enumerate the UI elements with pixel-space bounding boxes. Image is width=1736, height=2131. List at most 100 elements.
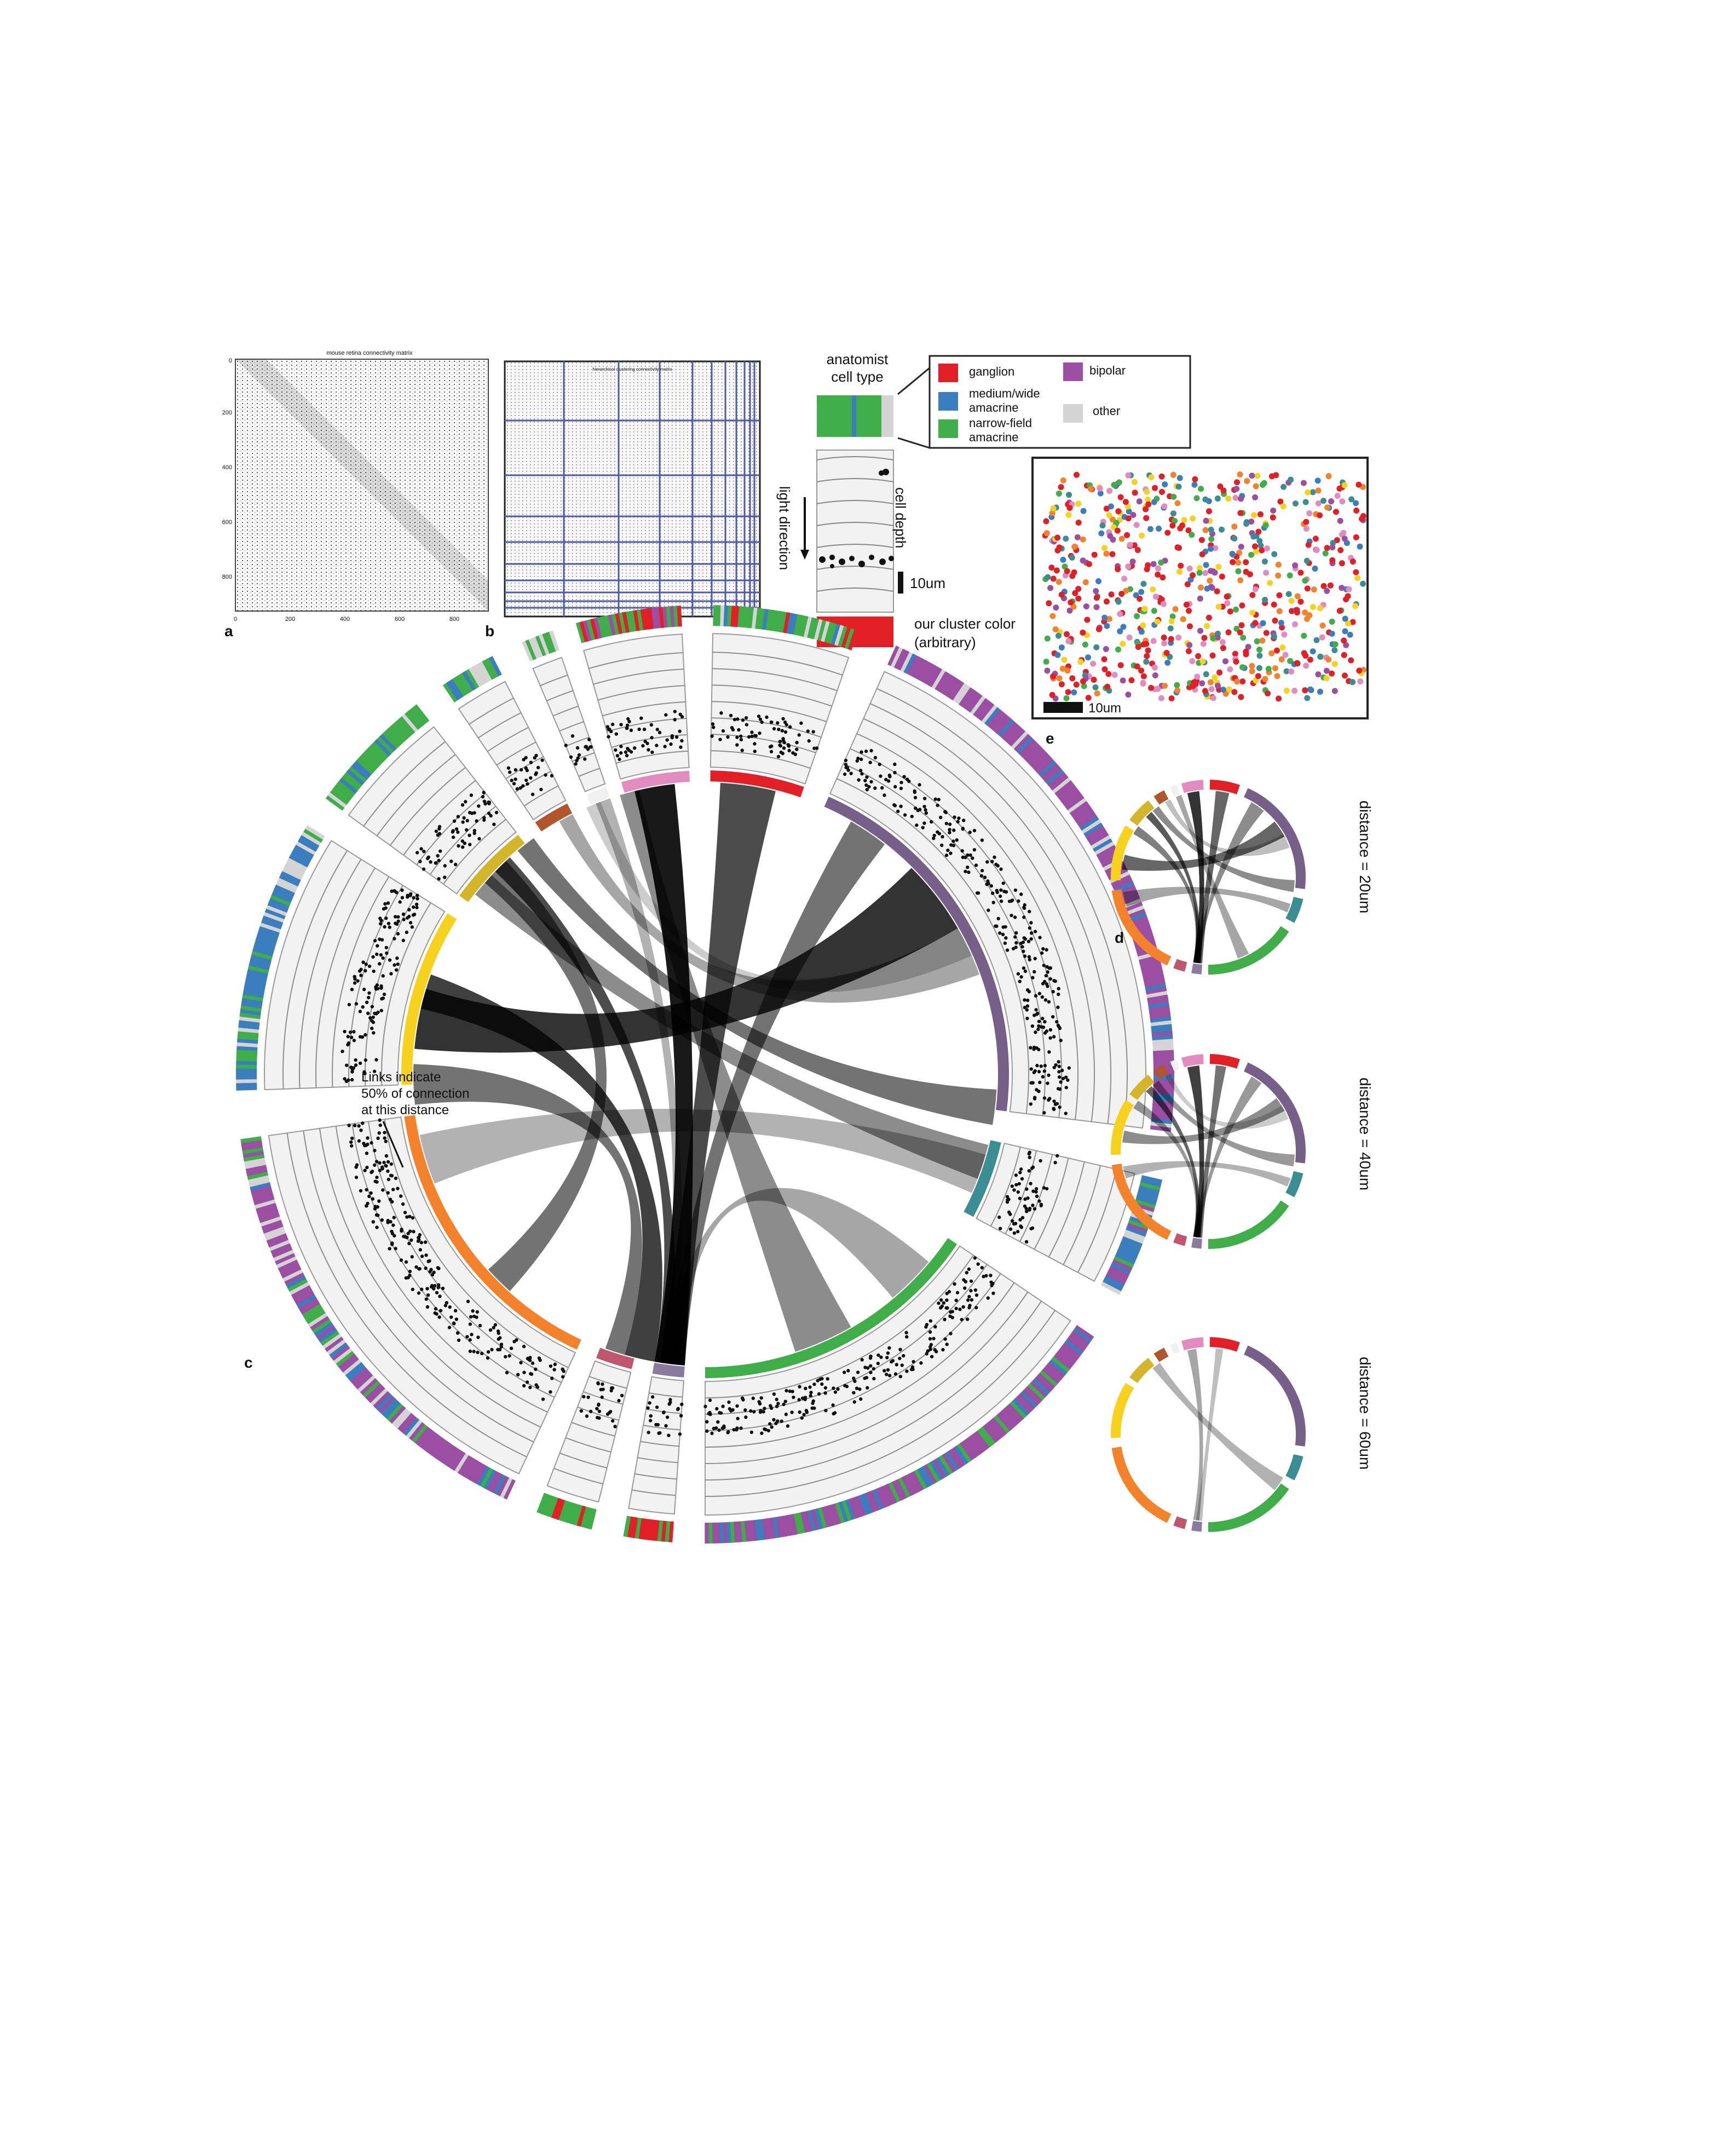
cell-dot — [1207, 578, 1213, 584]
depth-dot — [577, 753, 581, 757]
cell-dot — [1130, 512, 1137, 519]
depth-dot — [550, 774, 554, 777]
cell-dot — [1081, 683, 1087, 689]
depth-dot — [775, 1404, 779, 1408]
cell-dot — [1056, 675, 1063, 682]
depth-dot — [932, 833, 936, 838]
depth-dot — [1010, 1219, 1014, 1223]
depth-dot — [868, 761, 872, 764]
link-ribbon — [1123, 886, 1291, 913]
depth-dot — [376, 1213, 380, 1217]
cell-dot — [1230, 551, 1236, 558]
depth-dot — [477, 804, 481, 808]
depth-dot — [1034, 1190, 1038, 1194]
cell-dot — [1257, 511, 1264, 517]
depth-dot — [786, 1424, 790, 1428]
depth-dot — [625, 723, 630, 727]
anatomist-band-red — [713, 605, 858, 650]
link-ribbon — [1123, 1161, 1291, 1187]
cluster-arc-teal — [1285, 1454, 1304, 1481]
cell-dot — [1345, 620, 1351, 627]
depth-dot — [361, 1005, 365, 1009]
depth-scale-label: 10um — [910, 575, 945, 591]
link-ribbon — [1165, 799, 1290, 856]
depth-dot — [967, 870, 971, 874]
depth-dot — [954, 1298, 958, 1303]
cell-dot — [1191, 679, 1197, 686]
depth-dot — [1017, 899, 1020, 903]
depth-dot — [584, 745, 587, 749]
cluster-arc-purple — [1244, 1345, 1306, 1447]
cell-dot — [1194, 673, 1201, 680]
depth-dot — [824, 1408, 828, 1413]
depth-dot — [797, 733, 801, 737]
cell-dot — [1169, 613, 1176, 620]
depth-dot — [637, 727, 641, 732]
depth-dot — [833, 1411, 837, 1415]
depth-dot — [945, 1343, 949, 1346]
depth-dot — [727, 1400, 731, 1404]
depth-dot — [419, 1241, 424, 1245]
cluster-arc-red — [1209, 1337, 1240, 1352]
cell-dot — [1069, 675, 1076, 682]
depth-dot — [416, 1236, 420, 1240]
depth-dot — [929, 1343, 933, 1347]
depth-dot — [377, 1131, 381, 1135]
depth-dot — [372, 1031, 376, 1035]
depth-dot — [1005, 1200, 1010, 1204]
depth-dot — [1057, 1060, 1060, 1064]
depth-dot — [619, 723, 623, 727]
depth-dot — [1019, 975, 1023, 979]
cell-dot — [1259, 637, 1266, 644]
depth-dot — [809, 1390, 813, 1395]
link-ribbon — [413, 1064, 642, 1355]
depth-dot — [359, 1128, 363, 1132]
cell-dot — [1140, 580, 1147, 587]
depth-dot — [384, 946, 389, 949]
depth-dot — [1024, 1210, 1029, 1213]
cell-dot — [1303, 525, 1310, 532]
depth-dot — [364, 962, 368, 966]
depth-dot — [1010, 899, 1013, 903]
cell-dot — [1356, 667, 1363, 674]
depth-dot — [404, 1260, 408, 1264]
cell-dot — [1085, 654, 1091, 661]
depth-dot — [778, 744, 783, 748]
depth-dot — [740, 748, 744, 752]
cell-dot — [1291, 688, 1298, 694]
depth-dot — [1037, 1070, 1041, 1074]
depth-dot — [452, 819, 457, 823]
cell-dot — [1215, 563, 1222, 570]
depth-dot — [626, 717, 630, 721]
depth-dot — [953, 815, 956, 819]
depth-dot — [945, 1298, 949, 1302]
depth-dot — [385, 951, 389, 955]
depth-dot — [866, 1386, 869, 1390]
cell-dot — [1304, 695, 1311, 701]
cell-dot — [1233, 486, 1240, 492]
depth-dot — [434, 1307, 438, 1311]
cell-dot — [1358, 516, 1365, 522]
depth-dot — [350, 987, 354, 992]
cell-dot — [1108, 591, 1115, 598]
cell-dot — [1048, 565, 1055, 571]
depth-dot — [869, 1364, 873, 1368]
depth-dot — [629, 728, 633, 733]
depth-dot — [1048, 1036, 1052, 1040]
depth-dot — [469, 1315, 473, 1319]
cell-dot — [1245, 643, 1251, 650]
cell-dot — [1049, 613, 1056, 619]
cell-dot — [1249, 668, 1255, 675]
depth-dot — [654, 1422, 658, 1427]
depth-dot — [499, 1343, 504, 1346]
depth-dot — [352, 1030, 356, 1034]
cell-dot — [1249, 663, 1255, 669]
cell-dot — [1360, 580, 1366, 587]
chord-distance-40 — [1111, 1054, 1306, 1249]
cell-dot — [1074, 534, 1081, 540]
depth-dot — [401, 938, 406, 942]
depth-dot — [574, 762, 578, 766]
cell-dot — [1313, 547, 1320, 554]
depth-dot — [1001, 932, 1005, 936]
depth-dot — [852, 1376, 856, 1380]
